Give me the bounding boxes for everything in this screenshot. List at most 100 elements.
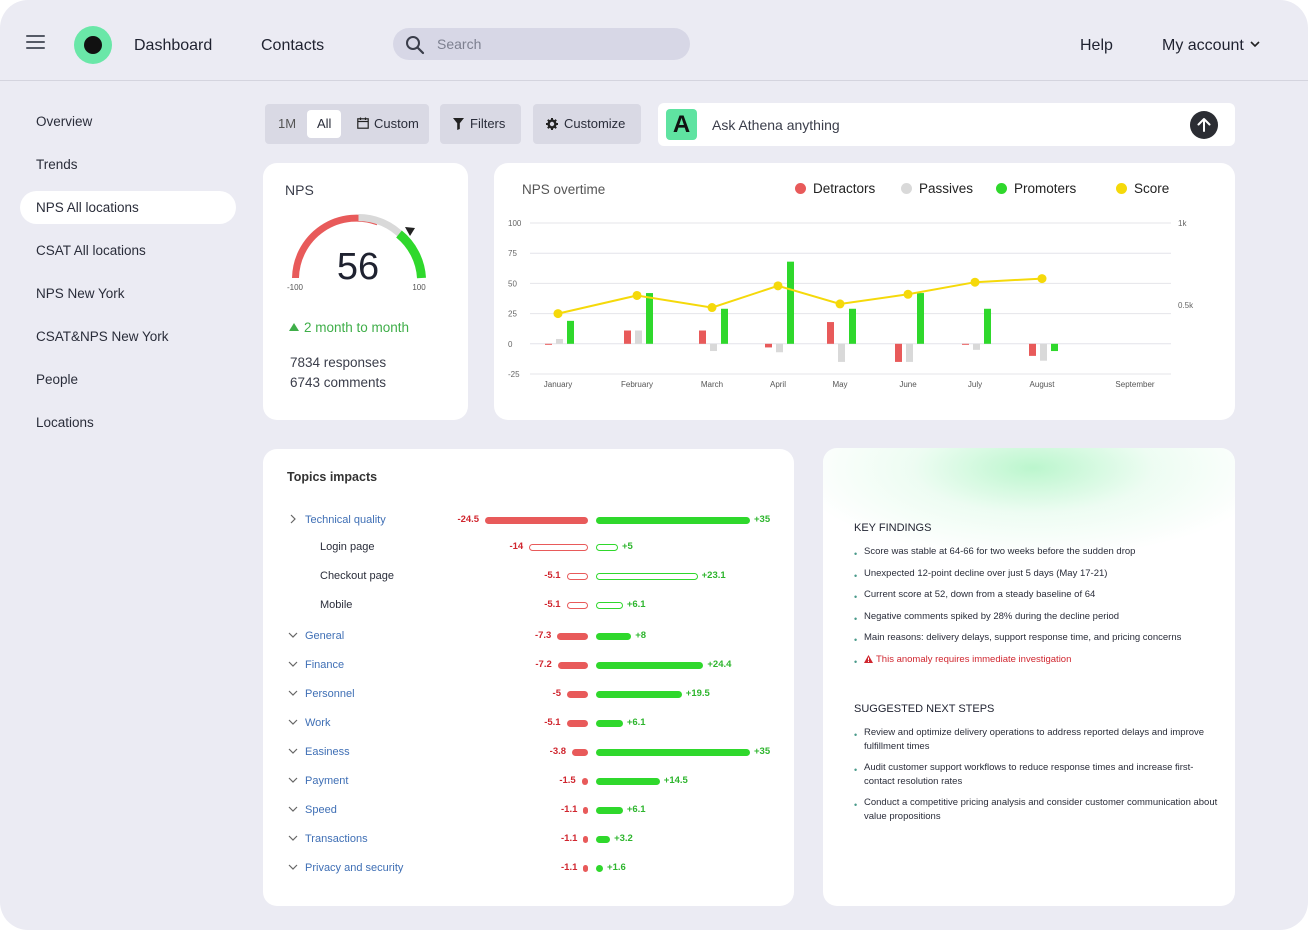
chevron-down-icon[interactable] xyxy=(288,688,298,698)
chart-title: NPS overtime xyxy=(522,182,606,197)
search-bar[interactable] xyxy=(393,28,690,60)
legend-detractors-label: Detractors xyxy=(813,181,876,196)
negative-impact-bar xyxy=(572,749,588,756)
positive-impact-value: +14.5 xyxy=(663,775,688,786)
topic-row[interactable]: Transactions -1.1 +3.2 xyxy=(263,832,794,852)
nps-score-value: 56 xyxy=(337,246,379,288)
bar-promoters xyxy=(646,293,653,344)
topic-name[interactable]: Easiness xyxy=(305,746,350,758)
sidebar-item-csat-all-locations[interactable]: CSAT All locations xyxy=(36,243,146,258)
legend-passives[interactable]: Passives xyxy=(901,181,973,196)
positive-impact-bar xyxy=(596,544,618,551)
ask-athena-bar[interactable]: A xyxy=(658,103,1235,146)
topic-name: Login page xyxy=(320,541,375,553)
positive-impact-value: +6.1 xyxy=(626,804,646,815)
legend-promoters-label: Promoters xyxy=(1014,181,1077,196)
chevron-down-icon[interactable] xyxy=(288,630,298,640)
chevron-down-icon xyxy=(1250,41,1260,48)
filters-button[interactable]: Filters xyxy=(440,104,521,144)
arrow-up-icon xyxy=(1197,118,1211,132)
bar-detractors xyxy=(765,343,772,348)
help-link[interactable]: Help xyxy=(1080,37,1113,54)
negative-impact-bar xyxy=(583,836,588,843)
score-point xyxy=(835,299,845,309)
negative-impact-bar xyxy=(583,865,588,872)
chevron-down-icon[interactable] xyxy=(288,746,298,756)
topic-name[interactable]: Work xyxy=(305,717,331,729)
send-button[interactable] xyxy=(1190,111,1218,139)
chevron-down-icon[interactable] xyxy=(288,862,298,872)
score-point xyxy=(632,290,642,300)
positive-impact-value: +6.1 xyxy=(626,717,646,728)
topic-row[interactable]: Speed -1.1 +6.1 xyxy=(263,803,794,823)
negative-impact-value: -5.1 xyxy=(544,570,561,581)
chevron-down-icon[interactable] xyxy=(288,804,298,814)
nav-contacts[interactable]: Contacts xyxy=(261,37,325,54)
chevron-down-icon[interactable] xyxy=(288,833,298,843)
sidebar-item-trends[interactable]: Trends xyxy=(36,157,78,172)
finding-item: Main reasons: delivery delays, support r… xyxy=(854,631,1219,647)
filters-label: Filters xyxy=(470,116,506,131)
chevron-down-icon[interactable] xyxy=(288,659,298,669)
topics-title: Topics impacts xyxy=(287,470,378,484)
range-all-button[interactable]: All xyxy=(307,110,342,138)
chevron-right-icon[interactable] xyxy=(288,514,298,524)
sidebar-item-locations[interactable]: Locations xyxy=(36,415,94,430)
nps-score-card: NPS 56 -100 100 2 month to month 7834 re… xyxy=(263,163,468,420)
x-tick-label: June xyxy=(899,380,917,389)
topic-row[interactable]: Easiness -3.8 +35 xyxy=(263,745,794,765)
positive-impact-bar xyxy=(596,602,623,609)
bar-passives xyxy=(635,330,642,344)
sidebar-item-people[interactable]: People xyxy=(36,372,79,387)
app-logo[interactable] xyxy=(74,26,112,64)
bar-promoters xyxy=(849,308,856,344)
negative-impact-value: -1.1 xyxy=(561,862,578,873)
y-tick-label: 25 xyxy=(508,310,517,319)
account-menu[interactable]: My account xyxy=(1162,37,1260,55)
bar-passives xyxy=(776,343,783,353)
topic-name[interactable]: Privacy and security xyxy=(305,862,404,874)
topic-name[interactable]: General xyxy=(305,630,345,642)
gauge-max-label: 100 xyxy=(412,283,426,292)
range-custom-button[interactable]: Custom xyxy=(357,110,419,138)
menu-icon[interactable] xyxy=(26,35,46,51)
score-line xyxy=(557,277,1043,315)
negative-impact-bar xyxy=(566,602,588,609)
negative-impact-value: -5.1 xyxy=(544,717,561,728)
positive-impact-value: +23.1 xyxy=(701,570,726,581)
topic-name[interactable]: Technical quality xyxy=(305,514,386,526)
sidebar-item-nps-all-locations[interactable]: NPS All locations xyxy=(20,191,236,224)
sidebar-item-nps-new-york[interactable]: NPS New York xyxy=(36,286,125,301)
legend-score[interactable]: Score xyxy=(1116,181,1169,196)
legend-detractors[interactable]: Detractors xyxy=(795,181,875,196)
topic-row[interactable]: Technical quality -24.5 +35 xyxy=(263,513,794,533)
topic-row: Mobile -5.1 +6.1 xyxy=(263,598,794,618)
sidebar-item-overview[interactable]: Overview xyxy=(36,114,93,129)
legend-score-label: Score xyxy=(1134,181,1170,196)
chevron-down-icon[interactable] xyxy=(288,717,298,727)
topic-row[interactable]: Privacy and security -1.1 +1.6 xyxy=(263,861,794,881)
topic-row[interactable]: Finance -7.2 +24.4 xyxy=(263,658,794,678)
legend-promoters[interactable]: Promoters xyxy=(996,181,1076,196)
customize-button[interactable]: Customize xyxy=(533,104,641,144)
topic-name[interactable]: Payment xyxy=(305,775,349,787)
nps-gauge: 56 -100 100 xyxy=(287,214,426,292)
topic-name[interactable]: Finance xyxy=(305,659,345,671)
sidebar-item-csat-nps-new-york[interactable]: CSAT&NPS New York xyxy=(36,329,169,344)
bar-promoters xyxy=(917,293,924,344)
topic-row[interactable]: Payment -1.5 +14.5 xyxy=(263,774,794,794)
athena-logo: A xyxy=(666,109,697,140)
topic-name[interactable]: Personnel xyxy=(305,688,355,700)
negative-impact-value: -1.5 xyxy=(559,775,576,786)
topic-row[interactable]: General -7.3 +8 xyxy=(263,629,794,649)
topic-name[interactable]: Transactions xyxy=(305,833,368,845)
search-input[interactable] xyxy=(437,34,667,54)
nav-dashboard[interactable]: Dashboard xyxy=(134,37,213,54)
topic-name[interactable]: Speed xyxy=(305,804,337,816)
range-1m-button[interactable]: 1M xyxy=(278,116,297,131)
chevron-down-icon[interactable] xyxy=(288,775,298,785)
ask-athena-input[interactable] xyxy=(712,115,1162,135)
topic-row[interactable]: Personnel -5 +19.5 xyxy=(263,687,794,707)
topic-row[interactable]: Work -5.1 +6.1 xyxy=(263,716,794,736)
negative-impact-value: -7.2 xyxy=(535,659,552,670)
